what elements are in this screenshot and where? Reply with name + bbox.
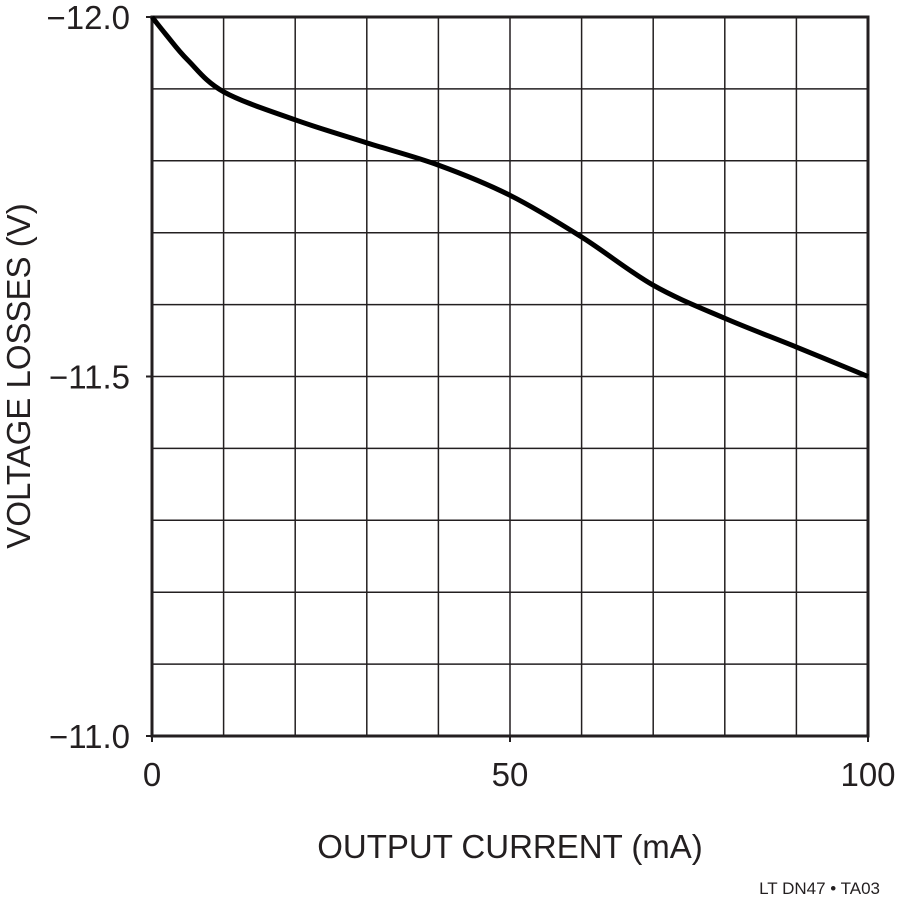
x-tick-label: 100: [840, 756, 895, 793]
footnote: LT DN47 • TA03: [759, 879, 880, 898]
x-tick-label: 0: [143, 756, 161, 793]
y-tick-label: −11.0: [49, 718, 130, 755]
y-tick-label: −12.0: [47, 0, 131, 36]
data-line: [150, 15, 869, 379]
y-tick-label: −11.5: [49, 359, 130, 396]
x-axis-label: OUTPUT CURRENT (mA): [317, 828, 703, 865]
y-axis-label: VOLTAGE LOSSES (V): [0, 203, 37, 548]
x-tick-label: 50: [492, 756, 529, 793]
